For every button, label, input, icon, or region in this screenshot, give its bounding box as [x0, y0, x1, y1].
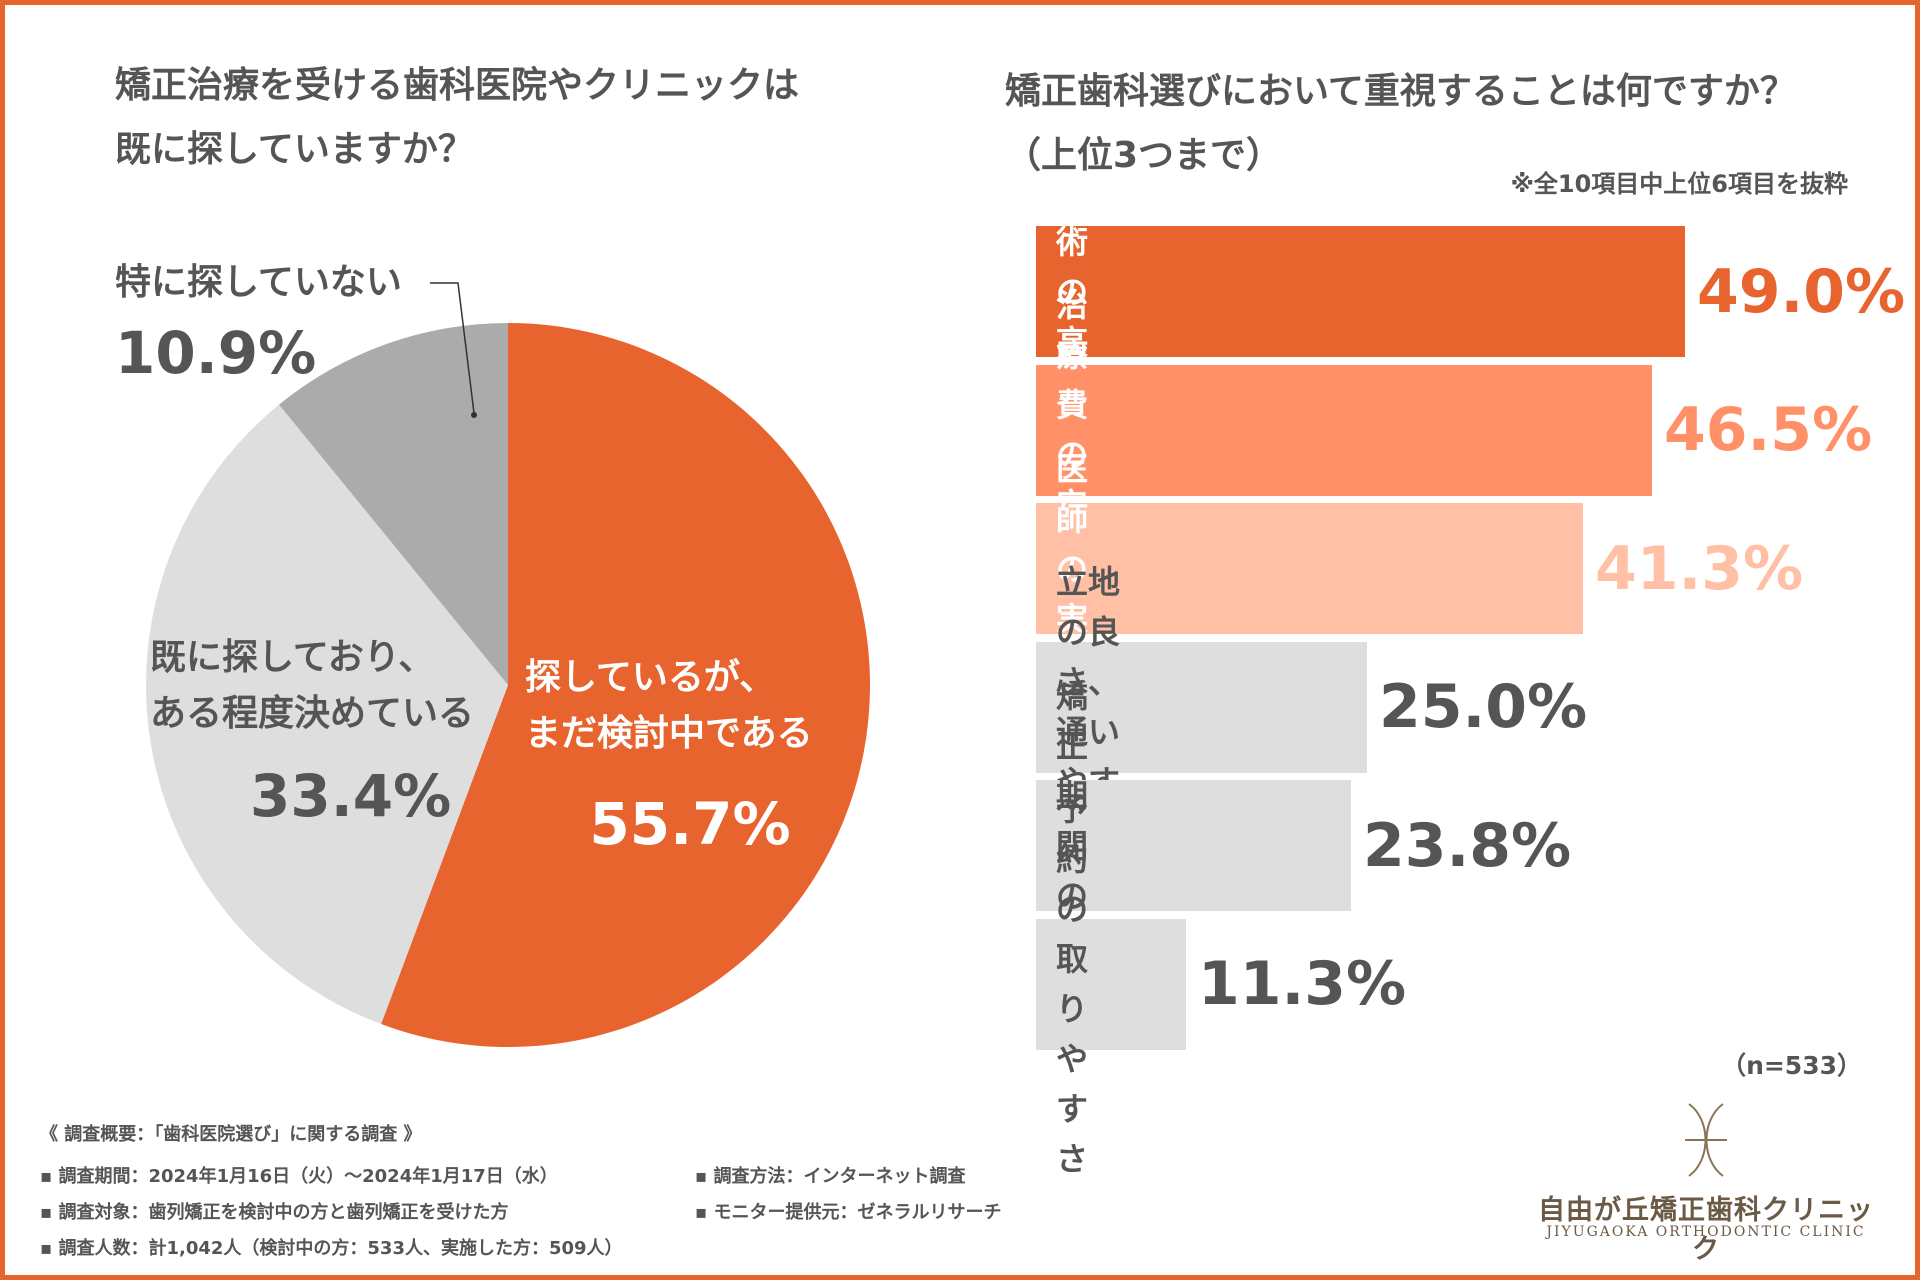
survey-method: ▪ 調査方法：インターネット調査: [695, 1166, 966, 1187]
pie-slice-searching: [381, 323, 871, 1047]
clinic-name-en: JIYUGAOKA ORTHODONTIC CLINIC: [1546, 1224, 1866, 1240]
clinic-logo: 自由が丘矯正歯科クリニック JIYUGAOKA ORTHODONTIC CLIN…: [1536, 1100, 1876, 1265]
pie-chart: [146, 282, 871, 1047]
clinic-name: 自由が丘矯正歯科クリニック: [1538, 1195, 1874, 1265]
pie-label-decided: 既に探しており、 ある程度決めている 33.4%: [150, 630, 500, 830]
bar-category-label: 予約の取りやすさ: [1056, 790, 1089, 1178]
bar-value-label: 25.0%: [1379, 672, 1588, 742]
pie-slice-decided: [146, 404, 508, 1025]
bar: [1036, 226, 1685, 357]
bar-value-label: 23.8%: [1363, 810, 1572, 881]
pie-label-not-searching: 特に探していない 10.9%: [115, 255, 445, 387]
pie-label-not-searching-value: 10.9%: [115, 319, 317, 387]
bar-value-label: 11.3%: [1198, 949, 1407, 1019]
pie-slice-not-searching: [279, 323, 508, 685]
pie-label-searching-text: 探しているが、 まだ検討中である: [525, 657, 813, 754]
bar-value-label: 41.3%: [1595, 533, 1804, 604]
clinic-monogram-icon: [1685, 1103, 1727, 1177]
sample-size: （n=533）: [1721, 1051, 1862, 1080]
pie-label-searching: 探しているが、 まだ検討中である 55.7%: [525, 650, 865, 858]
pie-label-decided-text: 既に探しており、 ある程度決めている: [150, 637, 475, 734]
bar: [1036, 780, 1351, 911]
pie-leader-line: [430, 282, 475, 414]
survey-period: ▪ 調査期間：2024年1月16日（火）〜2024年1月17日（水）: [40, 1166, 558, 1187]
bar: [1036, 918, 1186, 1050]
bar-value-label: 49.0%: [1697, 256, 1906, 327]
pie-chart-title: 矯正治療を受ける歯科医院やクリニックは 既に探していますか？: [115, 65, 800, 170]
bar: [1036, 364, 1652, 496]
pie-label-not-searching-text: 特に探していない: [115, 262, 402, 303]
bar: [1036, 503, 1583, 634]
survey-target: ▪ 調査対象：歯列矯正を検討中の方と歯列矯正を受けた方: [40, 1202, 509, 1223]
survey-heading: 《 調査概要：「歯科医院選び」に関する調査 》: [40, 1124, 422, 1145]
pie-label-decided-value: 33.4%: [250, 762, 452, 830]
pie-leader-dot: [471, 412, 477, 418]
bar: [1036, 641, 1367, 773]
bar-chart-title: 矯正歯科選びにおいて重視することは何ですか？ （上位3つまで）: [1005, 71, 1796, 176]
survey-count: ▪ 調査人数：計1,042人（検討中の方：533人、実施した方：509人）: [40, 1238, 623, 1259]
bar-value-label: 46.5%: [1664, 395, 1873, 465]
bar-chart-note: ※全10項目中上位6項目を抜粋: [1510, 170, 1848, 198]
pie-label-searching-value: 55.7%: [589, 790, 791, 858]
survey-provider: ▪ モニター提供元：ゼネラルリサーチ: [695, 1202, 1002, 1223]
